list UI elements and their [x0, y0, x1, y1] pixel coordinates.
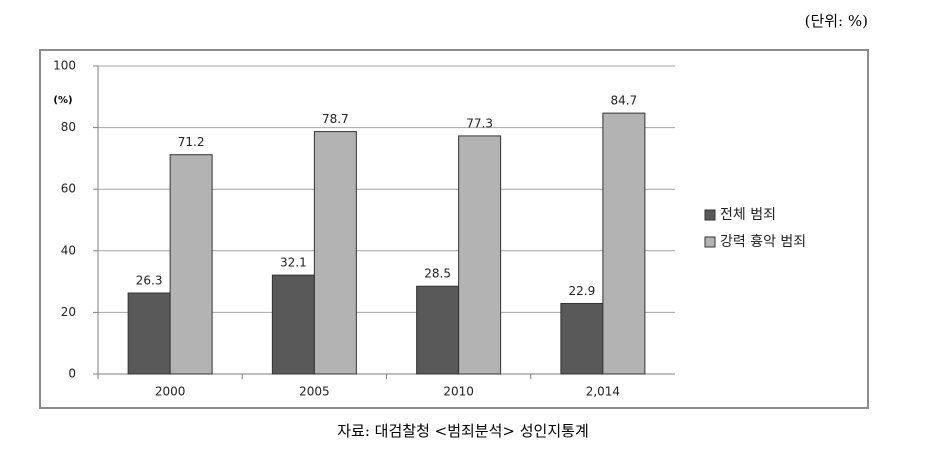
y-tick-label: 100 [53, 59, 76, 73]
x-tick-label: 2000 [155, 385, 186, 399]
bar [602, 112, 646, 375]
bar [458, 135, 502, 375]
x-tick-label: 2,014 [586, 385, 620, 399]
y-tick-label: 80 [61, 120, 76, 134]
value-label: 71.2 [178, 135, 205, 149]
legend-label: 전체 범죄 [720, 207, 776, 223]
bar [271, 274, 315, 375]
x-tick-label: 2005 [299, 385, 330, 399]
legend-swatch [704, 236, 716, 248]
legend-label: 강력 흉악 범죄 [720, 234, 806, 250]
y-tick-label: 60 [61, 182, 76, 196]
y-tick-label: 0 [68, 367, 76, 381]
y-tick-label: 20 [61, 305, 76, 319]
value-label: 78.7 [322, 112, 349, 126]
bar [313, 131, 357, 375]
y-tick-label: 40 [61, 243, 76, 257]
value-label: 28.5 [424, 267, 451, 281]
y-axis-label: (%) [53, 95, 72, 106]
bar [127, 292, 171, 375]
value-label: 77.3 [466, 116, 493, 130]
bar [169, 154, 213, 375]
value-label: 26.3 [136, 273, 163, 287]
value-label: 32.1 [280, 256, 307, 270]
value-label: 22.9 [569, 284, 596, 298]
legend-swatch [704, 209, 716, 221]
unit-note: (단위: %) [805, 12, 868, 30]
bar [416, 285, 460, 375]
x-tick-label: 2010 [443, 385, 474, 399]
value-label: 84.7 [611, 94, 638, 108]
source-note: 자료: 대검찰청 <범죄분석> 성인지통계 [337, 422, 589, 440]
bar [560, 302, 604, 375]
